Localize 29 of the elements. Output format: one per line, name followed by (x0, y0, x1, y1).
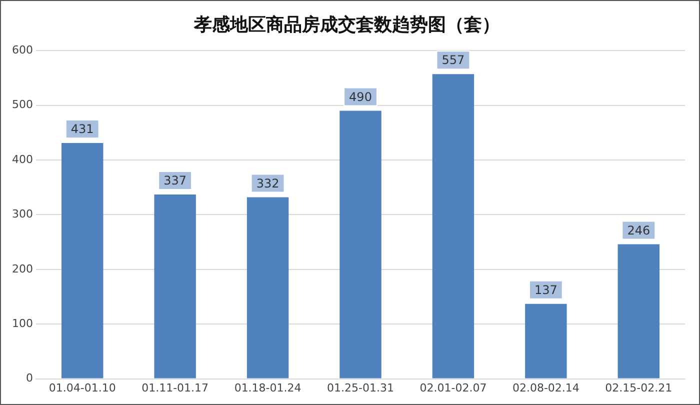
bar (340, 110, 382, 378)
data-label: 246 (627, 223, 650, 238)
y-tick-label: 400 (12, 152, 33, 166)
chart-title: 孝感地区商品房成交套数趋势图（套） (193, 14, 500, 36)
x-tick-label: 01.18-01.24 (234, 381, 302, 394)
bar (618, 244, 660, 378)
data-label: 137 (534, 282, 558, 297)
y-tick-label: 500 (12, 98, 33, 112)
bar (432, 74, 474, 378)
data-label: 431 (70, 122, 94, 136)
bar (525, 304, 567, 378)
x-tick-label: 01.11-01.17 (142, 381, 209, 394)
data-label: 490 (349, 90, 372, 104)
y-tick-label: 100 (12, 316, 33, 330)
x-tick-label: 01.25-01.31 (327, 381, 394, 394)
x-tick-label: 01.04-01.10 (48, 381, 116, 394)
bar (154, 194, 196, 378)
bar (61, 143, 104, 378)
y-tick-label: 0 (26, 372, 33, 385)
y-tick-label: 200 (12, 262, 33, 276)
x-tick-label: 02.01-02.07 (420, 381, 487, 394)
x-tick-label: 02.15-02.21 (605, 381, 672, 394)
bar (246, 197, 289, 378)
data-label: 557 (442, 53, 465, 68)
x-tick-label: 02.08-02.14 (512, 381, 580, 394)
data-label: 332 (256, 176, 280, 190)
y-tick-label: 600 (12, 43, 33, 56)
y-tick-label: 300 (12, 208, 33, 221)
data-label: 337 (164, 174, 187, 188)
